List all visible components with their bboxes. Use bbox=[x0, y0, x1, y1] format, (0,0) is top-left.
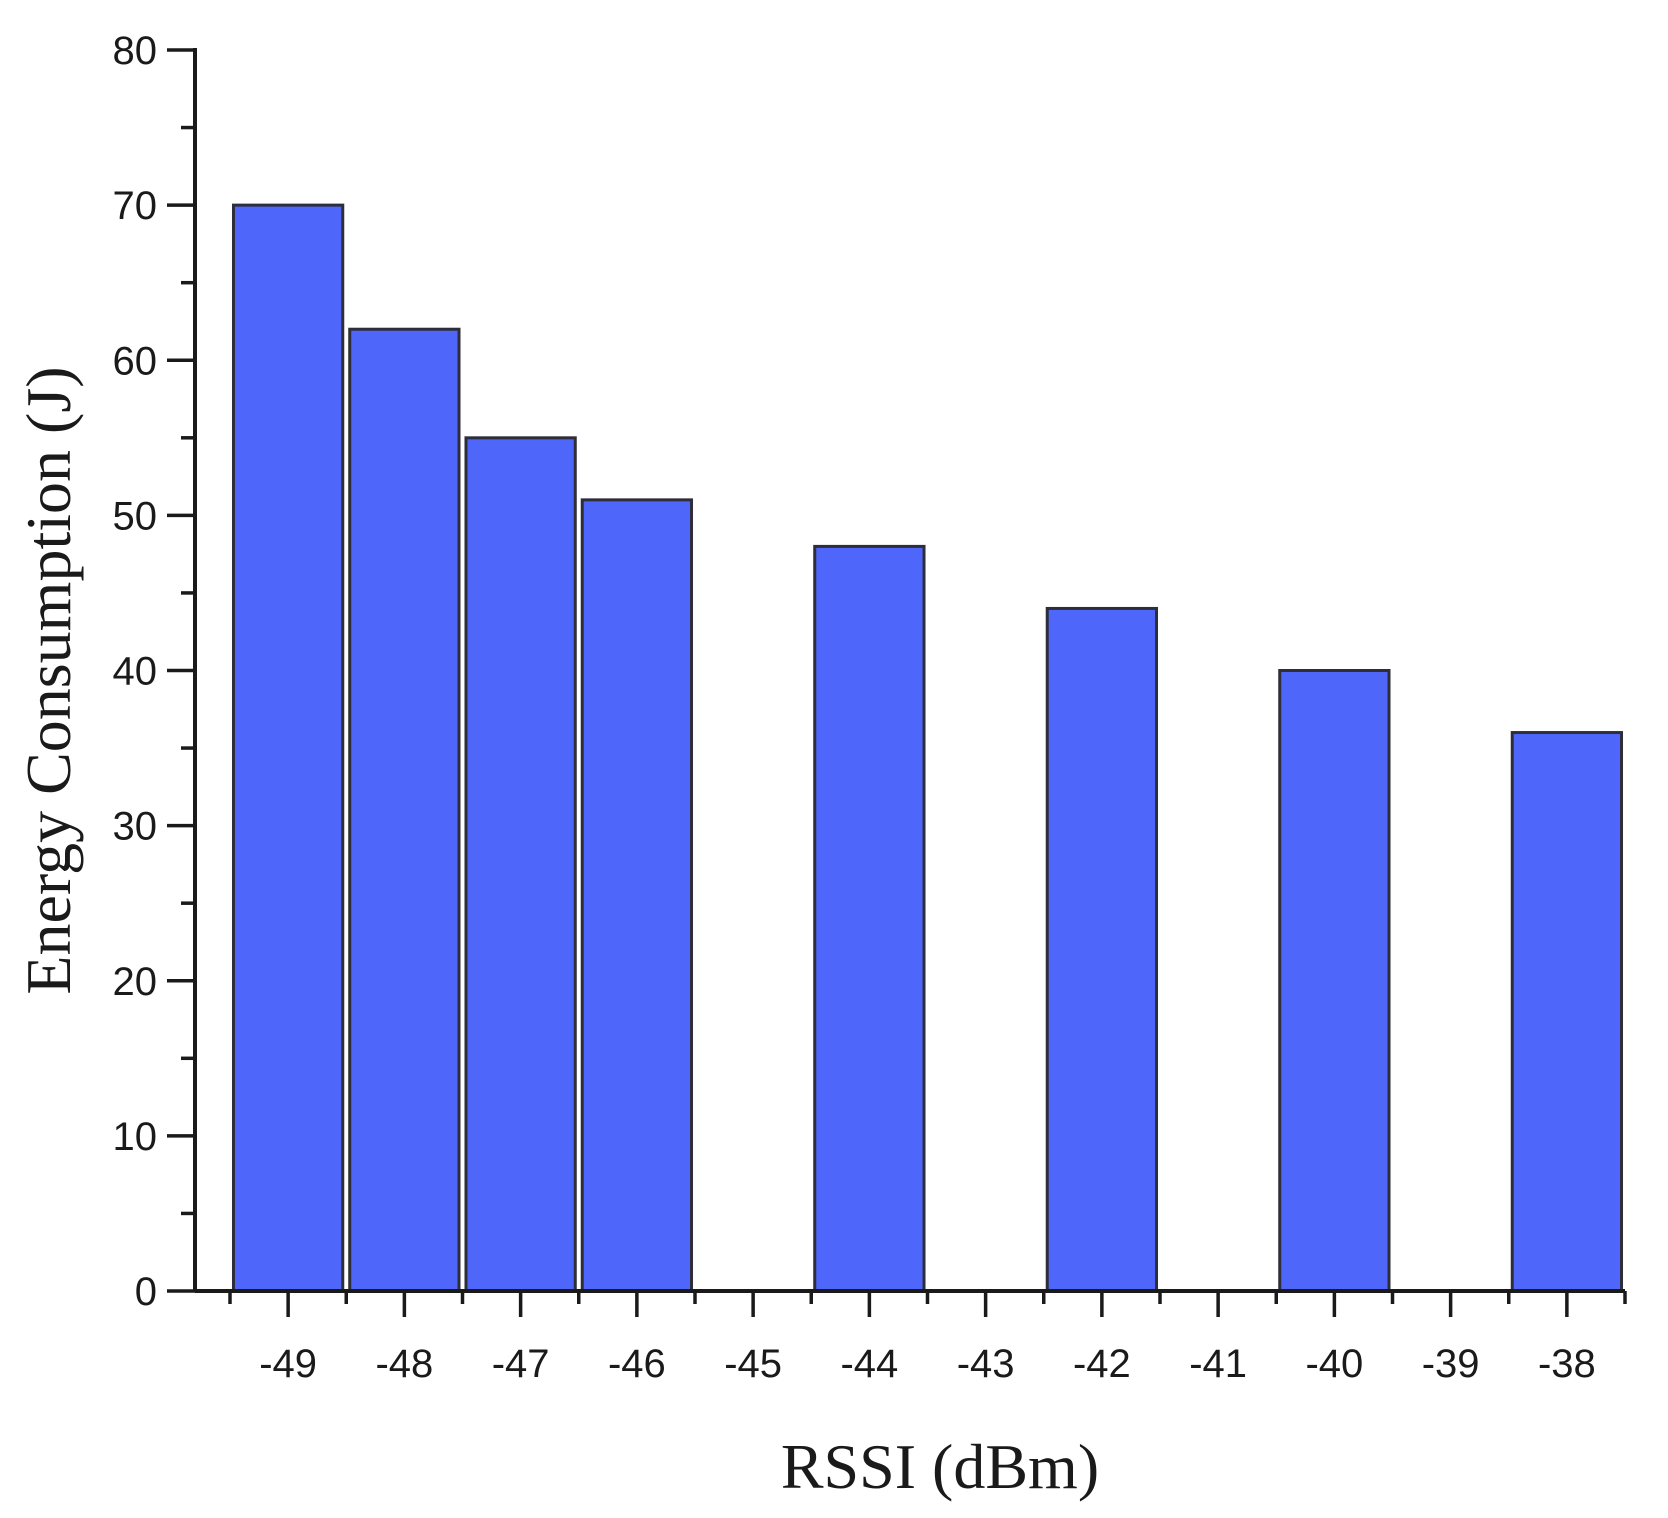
y-tick-label: 30 bbox=[113, 805, 158, 849]
x-tick-label: -39 bbox=[1422, 1342, 1480, 1386]
y-tick-label: 80 bbox=[113, 29, 158, 73]
x-tick-label: -38 bbox=[1538, 1342, 1596, 1386]
x-tick-label: -44 bbox=[840, 1342, 898, 1386]
x-tick-label: -41 bbox=[1189, 1342, 1247, 1386]
bar-minus40 bbox=[1278, 669, 1391, 1293]
bar-minus42 bbox=[1045, 606, 1159, 1293]
x-tick-label: -46 bbox=[608, 1342, 666, 1386]
bar-minus38 bbox=[1510, 731, 1624, 1293]
bars-group bbox=[231, 203, 1624, 1293]
y-tick-label: 10 bbox=[113, 1115, 158, 1159]
y-tick-label: 0 bbox=[135, 1270, 157, 1314]
x-tick-label: -47 bbox=[492, 1342, 550, 1386]
y-tick-label: 50 bbox=[113, 494, 158, 538]
bar-minus46 bbox=[580, 498, 694, 1293]
x-axis-ticks: -49 -48 -47 -46 -45 -44 -43 -42 -41 -40 -39 -38 bbox=[228, 1291, 1627, 1386]
y-axis-title: Energy Consumption (J) bbox=[13, 366, 84, 994]
x-tick-label: -42 bbox=[1073, 1342, 1131, 1386]
y-tick-label: 70 bbox=[113, 184, 158, 228]
bar-minus44 bbox=[813, 544, 926, 1293]
bar-minus47 bbox=[464, 436, 577, 1293]
y-tick-label: 40 bbox=[113, 650, 158, 694]
x-tick-label: -43 bbox=[957, 1342, 1015, 1386]
y-tick-label: 20 bbox=[113, 960, 158, 1004]
x-tick-label: -40 bbox=[1305, 1342, 1363, 1386]
x-tick-label: -49 bbox=[259, 1342, 317, 1386]
y-axis-ticks: 0 10 20 30 40 50 60 70 80 bbox=[113, 29, 195, 1314]
y-tick-label: 60 bbox=[113, 339, 158, 383]
x-axis-title: RSSI (dBm) bbox=[781, 1431, 1099, 1502]
bar-minus49 bbox=[231, 203, 345, 1293]
x-tick-label: -48 bbox=[375, 1342, 433, 1386]
bar-minus48 bbox=[348, 327, 461, 1293]
x-tick-label: -45 bbox=[724, 1342, 782, 1386]
